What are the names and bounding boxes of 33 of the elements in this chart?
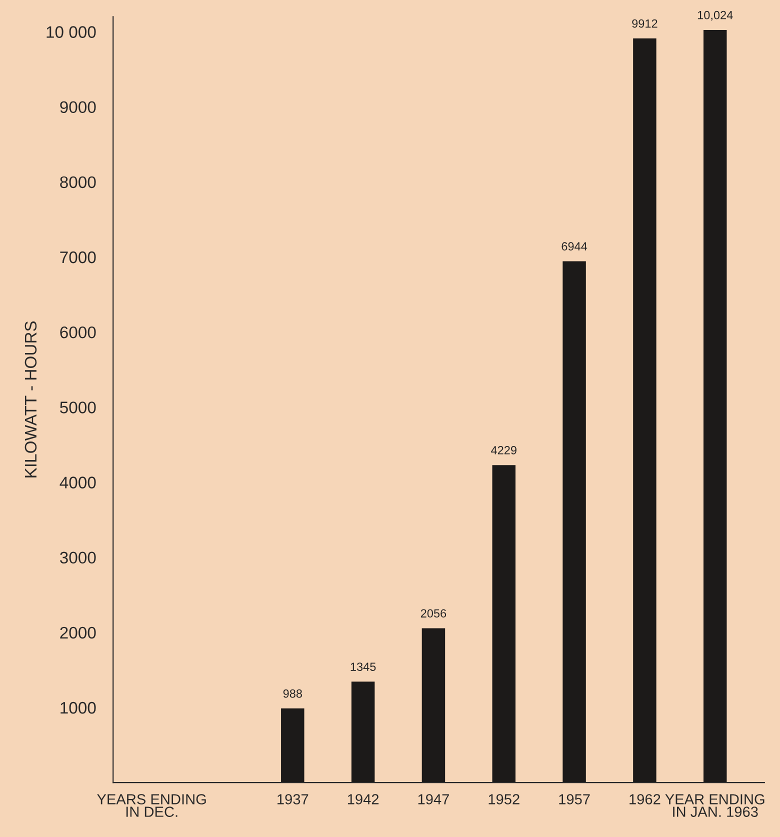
y-tick-label: 7000 [60, 251, 96, 264]
y-tick-label: 4000 [60, 476, 96, 488]
y-tick-label: 3000 [60, 552, 96, 564]
x-tick-label: 1957 [559, 794, 590, 804]
x-tick-label: YEAR ENDING IN JAN. 1963 [665, 794, 764, 817]
x-tick-label: 1952 [488, 794, 520, 804]
y-tick-label: 5000 [60, 402, 96, 414]
data-label: 9912 [632, 19, 658, 28]
y-tick-label: 10 000 [46, 26, 96, 38]
data-label: 988 [283, 689, 302, 698]
x-tick-label: 1942 [348, 794, 379, 804]
x-tick-label: 1962 [630, 794, 660, 804]
data-label: 4229 [491, 446, 516, 454]
bar [351, 682, 375, 783]
data-label: 6944 [562, 242, 588, 251]
bar [422, 628, 446, 783]
bar [703, 30, 727, 783]
bar [492, 465, 516, 783]
bar [562, 261, 586, 783]
x-tick-label: 1947 [418, 794, 449, 804]
y-tick-label: 1000 [60, 702, 96, 714]
x-tick-label: 1937 [278, 794, 308, 804]
y-tick-label: 6000 [60, 326, 96, 338]
data-label: 2056 [420, 609, 446, 618]
bar [633, 38, 656, 783]
bar [281, 708, 304, 783]
data-label: 10,024 [698, 10, 733, 21]
y-tick-label: 2000 [60, 626, 96, 639]
y-tick-label: 9000 [60, 101, 96, 114]
y-axis-title: KILOWATT - HOURS [24, 321, 37, 478]
y-tick-label: 8000 [60, 176, 96, 188]
data-label: 1345 [350, 662, 376, 671]
x-tick-label: YEARS ENDING IN DEC. [97, 794, 206, 817]
